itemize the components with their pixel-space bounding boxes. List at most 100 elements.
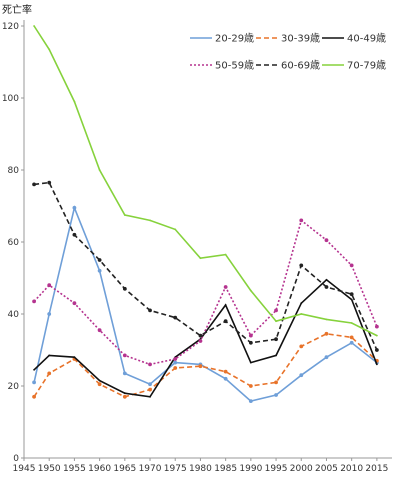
- legend-label: 40-49歳: [347, 33, 386, 45]
- data-point: [349, 292, 354, 297]
- data-point: [299, 263, 304, 268]
- data-point: [33, 25, 35, 27]
- data-point: [97, 258, 102, 262]
- y-axis-ticks: 0 20 40 60 80 100 120: [2, 22, 24, 464]
- y-tick-label: 120: [2, 22, 19, 32]
- series-40-49歳: [33, 278, 378, 398]
- data-point: [47, 283, 52, 288]
- data-point: [349, 335, 354, 340]
- data-point: [97, 268, 102, 273]
- y-tick-label: 40: [8, 310, 20, 320]
- data-point: [174, 228, 177, 231]
- data-point: [72, 301, 77, 306]
- series-30-39歳: [32, 331, 379, 399]
- data-point: [123, 214, 126, 216]
- data-point: [149, 219, 151, 222]
- data-point: [248, 333, 253, 338]
- data-point: [299, 218, 304, 223]
- data-point: [199, 257, 202, 260]
- y-axis-label: 死亡率: [2, 3, 32, 16]
- data-point: [374, 324, 379, 329]
- data-point: [97, 382, 102, 387]
- data-point: [173, 315, 178, 320]
- data-point: [97, 328, 102, 333]
- data-point: [198, 364, 203, 369]
- data-point: [47, 312, 52, 316]
- data-point: [148, 362, 152, 367]
- data-point: [350, 298, 353, 301]
- x-axis-ticks: 1945 1950 1955 1960 1965 1970 1975 1980 1985 1990…: [13, 458, 388, 474]
- x-tick-label: 2005: [315, 464, 338, 474]
- data-point: [299, 344, 304, 349]
- data-point: [375, 334, 378, 337]
- series-layer: [32, 25, 379, 404]
- data-point: [48, 48, 51, 51]
- data-point: [122, 371, 127, 376]
- y-tick-label: 100: [2, 94, 19, 104]
- x-tick-label: 2010: [340, 464, 363, 474]
- data-point: [248, 340, 253, 345]
- series-line-30-39歳: [33, 332, 378, 398]
- data-point: [148, 382, 152, 387]
- data-point: [299, 373, 304, 378]
- series-20-29歳: [32, 205, 379, 404]
- x-tick-label: 1950: [38, 464, 61, 474]
- x-tick-label: 1970: [139, 464, 162, 474]
- data-point: [274, 337, 278, 342]
- data-point: [248, 384, 253, 388]
- data-point: [223, 285, 228, 289]
- x-tick-label: 1995: [265, 464, 288, 474]
- data-point: [349, 263, 354, 268]
- series-line-50-59歳: [33, 219, 378, 366]
- data-point: [198, 333, 203, 338]
- x-tick-label: 1990: [239, 464, 262, 474]
- data-point: [249, 361, 252, 364]
- x-tick-label: 1965: [113, 464, 136, 474]
- y-tick-label: 60: [8, 238, 20, 248]
- data-point: [123, 392, 126, 395]
- legend-label: 50-59歳: [215, 60, 254, 72]
- x-tick-label: 1955: [63, 464, 86, 474]
- x-tick-label: 1985: [214, 464, 237, 474]
- data-point: [98, 379, 101, 382]
- data-point: [300, 302, 303, 305]
- data-point: [72, 232, 77, 237]
- data-point: [249, 289, 252, 292]
- data-point: [47, 371, 52, 376]
- data-point: [223, 319, 228, 324]
- data-point: [98, 169, 101, 171]
- data-point: [274, 308, 278, 313]
- data-point: [122, 353, 127, 358]
- data-point: [275, 354, 277, 357]
- data-point: [224, 304, 227, 306]
- y-tick-label: 80: [8, 166, 20, 176]
- data-point: [32, 380, 36, 385]
- data-point: [122, 286, 127, 291]
- data-point: [300, 313, 303, 315]
- legend-label: 20-29歳: [215, 33, 254, 45]
- data-point: [148, 387, 152, 392]
- data-point: [32, 182, 36, 187]
- x-tick-label: 2015: [365, 464, 388, 474]
- data-point: [47, 180, 52, 185]
- x-tick-label: 1975: [164, 464, 187, 474]
- data-point: [223, 369, 228, 374]
- series-70-79歳: [33, 25, 378, 337]
- legend-label: 30-39歳: [281, 33, 320, 45]
- data-point: [274, 380, 278, 385]
- series-50-59歳: [32, 218, 379, 367]
- data-point: [325, 278, 328, 281]
- data-point: [148, 308, 152, 313]
- legend-label: 70-79歳: [347, 60, 386, 72]
- data-point: [149, 395, 151, 398]
- data-point: [223, 376, 228, 381]
- series-line-40-49歳: [33, 278, 378, 398]
- series-line-70-79歳: [33, 25, 378, 337]
- x-tick-label: 1945: [13, 464, 36, 474]
- data-point: [324, 331, 329, 336]
- data-point: [325, 318, 328, 321]
- data-point: [374, 348, 379, 352]
- data-point: [72, 205, 77, 210]
- data-point: [73, 100, 76, 103]
- series-line-60-69歳: [34, 181, 378, 351]
